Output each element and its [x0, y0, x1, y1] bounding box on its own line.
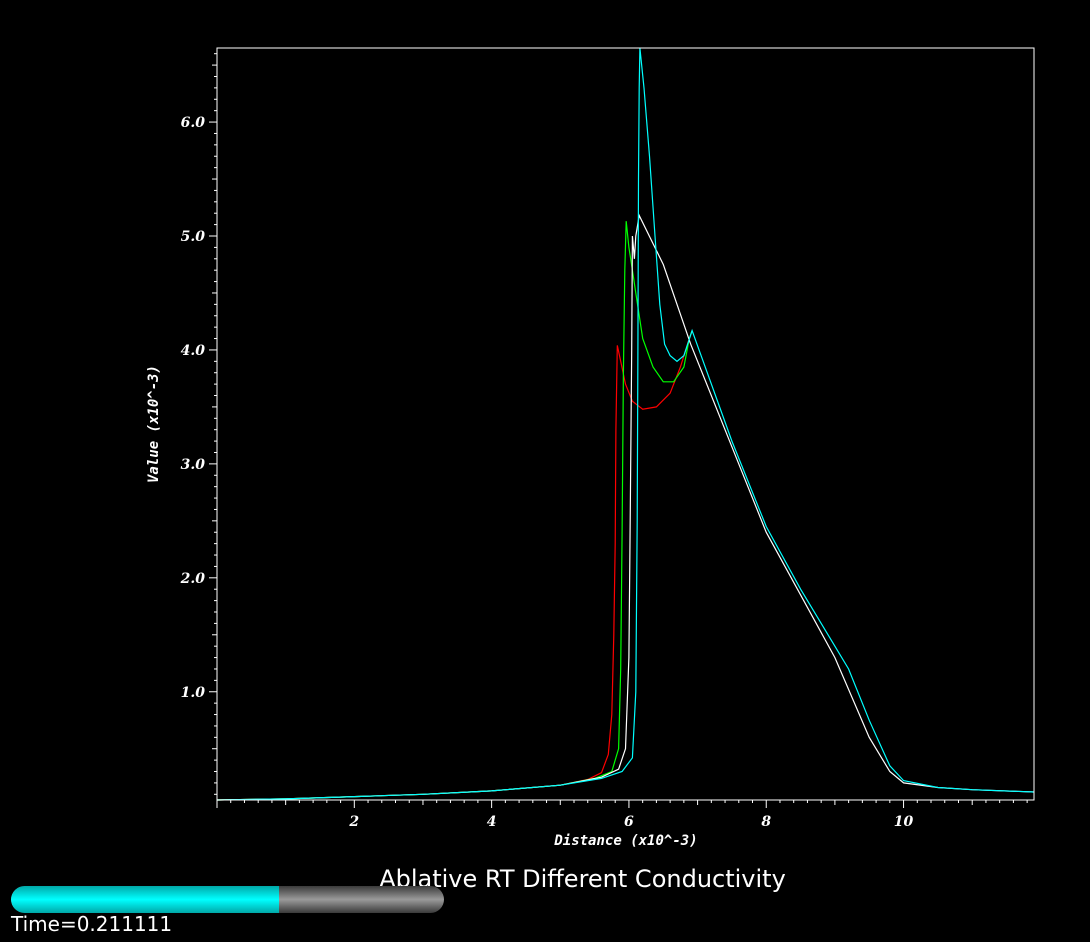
series-line-4	[216, 47, 1035, 801]
y-tick-label: 6.0	[181, 115, 206, 131]
x-tick-label: 2	[348, 814, 359, 830]
x-tick-label: 10	[894, 814, 914, 830]
y-axis-label: Value (x10^-3)	[146, 365, 162, 483]
x-tick-label: 4	[487, 814, 497, 830]
series-line-2	[216, 221, 693, 801]
y-tick-label: 5.0	[181, 229, 206, 245]
plot-frame	[216, 47, 1035, 801]
chart-title: Ablative RT Different Conductivity	[379, 865, 786, 893]
time-label: Time=0.211111	[11, 912, 173, 936]
x-tick-label: 8	[761, 814, 771, 830]
time-progress-fill	[11, 886, 280, 913]
y-tick-label: 2.0	[180, 571, 206, 587]
x-axis-label: Distance (x10^-3)	[553, 833, 697, 849]
series-line-3	[216, 213, 1035, 801]
x-tick-label: 6	[624, 814, 634, 830]
axis-ticks	[209, 53, 1028, 808]
series-lines	[216, 47, 1035, 801]
y-tick-label: 4.0	[181, 343, 206, 359]
tick-labels: 2 4 6 8 10 1.0 2.0 3.0 4.0 5.0 6.0	[180, 115, 914, 830]
time-progress-bar	[11, 886, 444, 913]
y-tick-label: 3.0	[181, 457, 206, 473]
series-line-1	[216, 330, 693, 801]
y-tick-label: 1.0	[181, 685, 206, 701]
